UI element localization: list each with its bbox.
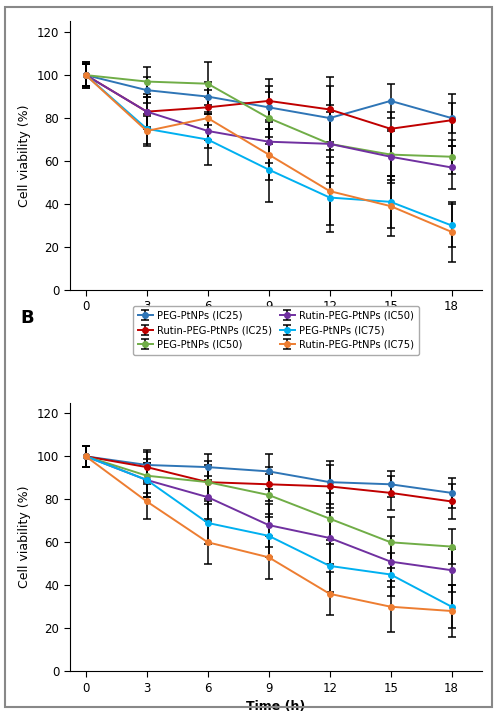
Legend: PEG-PtNPs (IC25), Rutin-PEG-PtNPs (IC25), PEG-PtNPs (IC50), Rutin-PEG-PtNPs (IC5: PEG-PtNPs (IC25), Rutin-PEG-PtNPs (IC25)… (133, 306, 419, 355)
Y-axis label: Cell viability (%): Cell viability (%) (18, 104, 31, 207)
Text: B: B (20, 308, 34, 327)
X-axis label: Time (h): Time (h) (246, 319, 306, 332)
X-axis label: Time (h): Time (h) (246, 700, 306, 713)
Y-axis label: Cell viability (%): Cell viability (%) (18, 486, 31, 588)
